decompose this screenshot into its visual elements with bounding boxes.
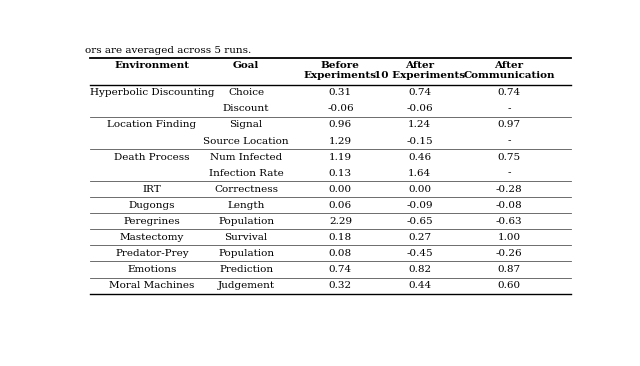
Text: Death Process: Death Process xyxy=(114,153,189,161)
Text: -0.63: -0.63 xyxy=(496,217,522,226)
Text: -0.15: -0.15 xyxy=(406,137,433,146)
Text: 0.44: 0.44 xyxy=(408,281,431,290)
Text: Discount: Discount xyxy=(223,104,269,113)
Text: 0.82: 0.82 xyxy=(408,265,431,274)
Text: Emotions: Emotions xyxy=(127,265,177,274)
Text: Source Location: Source Location xyxy=(204,137,289,146)
Text: -0.06: -0.06 xyxy=(406,104,433,113)
Text: After: After xyxy=(495,61,524,70)
Text: Experiments: Experiments xyxy=(304,71,377,80)
Text: 0.06: 0.06 xyxy=(329,201,352,210)
Text: 0.18: 0.18 xyxy=(329,233,352,242)
Text: -0.06: -0.06 xyxy=(327,104,354,113)
Text: ors are averaged across 5 runs.: ors are averaged across 5 runs. xyxy=(85,46,252,56)
Text: Population: Population xyxy=(218,249,274,258)
Text: 1.24: 1.24 xyxy=(408,120,431,130)
Text: Hyperbolic Discounting: Hyperbolic Discounting xyxy=(90,88,214,97)
Text: -: - xyxy=(508,137,511,146)
Text: 0.00: 0.00 xyxy=(408,185,431,194)
Text: -0.45: -0.45 xyxy=(406,249,433,258)
Text: 0.60: 0.60 xyxy=(497,281,520,290)
Text: Dugongs: Dugongs xyxy=(129,201,175,210)
Text: Communication: Communication xyxy=(463,71,555,80)
Text: 1.64: 1.64 xyxy=(408,169,431,178)
Text: -: - xyxy=(508,169,511,178)
Text: Predator-Prey: Predator-Prey xyxy=(115,249,189,258)
Text: -0.09: -0.09 xyxy=(406,201,433,210)
Text: Signal: Signal xyxy=(230,120,263,130)
Text: Goal: Goal xyxy=(233,61,259,70)
Text: Correctness: Correctness xyxy=(214,185,278,194)
Text: Num Infected: Num Infected xyxy=(210,153,282,161)
Text: 0.00: 0.00 xyxy=(329,185,352,194)
Text: Environment: Environment xyxy=(115,61,189,70)
Text: Infection Rate: Infection Rate xyxy=(209,169,284,178)
Text: 0.97: 0.97 xyxy=(497,120,520,130)
Text: Mastectomy: Mastectomy xyxy=(120,233,184,242)
Text: After: After xyxy=(405,61,435,70)
Text: 0.96: 0.96 xyxy=(329,120,352,130)
Text: 0.13: 0.13 xyxy=(329,169,352,178)
Text: -0.08: -0.08 xyxy=(496,201,522,210)
Text: Peregrines: Peregrines xyxy=(124,217,180,226)
Text: Before: Before xyxy=(321,61,360,70)
Text: Moral Machines: Moral Machines xyxy=(109,281,195,290)
Text: 1.29: 1.29 xyxy=(329,137,352,146)
Text: Length: Length xyxy=(227,201,265,210)
Text: 1.00: 1.00 xyxy=(497,233,520,242)
Text: Choice: Choice xyxy=(228,88,264,97)
Text: -0.28: -0.28 xyxy=(496,185,522,194)
Text: 0.87: 0.87 xyxy=(497,265,520,274)
Text: -0.65: -0.65 xyxy=(406,217,433,226)
Text: Population: Population xyxy=(218,217,274,226)
Text: 0.27: 0.27 xyxy=(408,233,431,242)
Text: 0.46: 0.46 xyxy=(408,153,431,161)
Text: IRT: IRT xyxy=(143,185,161,194)
Text: Survival: Survival xyxy=(225,233,268,242)
Text: 1.19: 1.19 xyxy=(329,153,352,161)
Text: -0.26: -0.26 xyxy=(496,249,522,258)
Text: 10 Experiments: 10 Experiments xyxy=(374,71,465,80)
Text: 0.74: 0.74 xyxy=(408,88,431,97)
Text: 0.32: 0.32 xyxy=(329,281,352,290)
Text: 0.74: 0.74 xyxy=(497,88,520,97)
Text: Judgement: Judgement xyxy=(218,281,275,290)
Text: 2.29: 2.29 xyxy=(329,217,352,226)
Text: -: - xyxy=(508,104,511,113)
Text: 0.74: 0.74 xyxy=(329,265,352,274)
Text: Prediction: Prediction xyxy=(219,265,273,274)
Text: 0.31: 0.31 xyxy=(329,88,352,97)
Text: 0.08: 0.08 xyxy=(329,249,352,258)
Text: 0.75: 0.75 xyxy=(497,153,520,161)
Text: Location Finding: Location Finding xyxy=(108,120,196,130)
